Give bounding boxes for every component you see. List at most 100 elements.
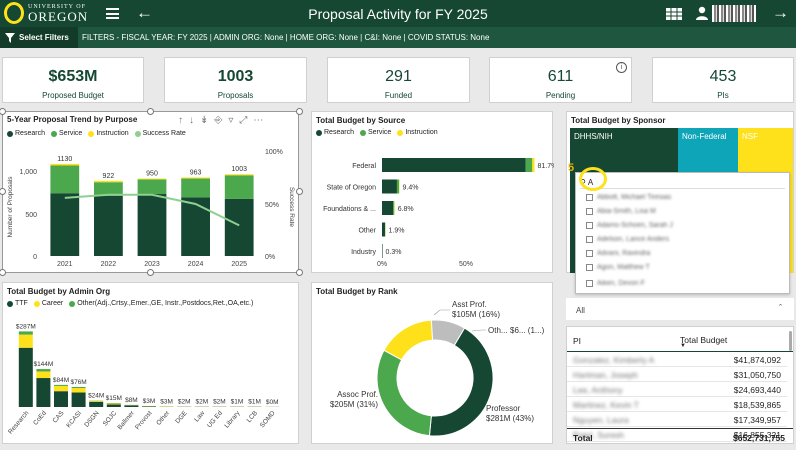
admin-bar-other [54,384,68,386]
source-bar-service [525,158,533,172]
forward-arrow-icon[interactable]: → [772,3,789,22]
more-options-icon[interactable]: ⋯ [253,115,270,126]
resize-handle[interactable] [0,108,6,115]
drill-down-icon[interactable]: ↓ [189,115,200,126]
back-arrow-icon[interactable]: ← [136,3,153,22]
filter-visual-icon[interactable]: ▿ [228,115,240,126]
user-icon[interactable] [696,6,708,20]
tile-non-federal[interactable]: Non-Federal [678,128,738,178]
trend-chart: Number of Proposals Success Rate 1,000 5… [7,149,295,268]
list-item[interactable]: Abbott, Michael Tiresias [586,191,671,203]
filter-icon [5,32,15,43]
resize-handle[interactable] [0,188,6,195]
resize-handle[interactable] [0,269,6,276]
select-filters-button[interactable]: Select Filters [0,27,78,48]
legend-label: Service [367,129,392,136]
trend-total-label: 922 [103,173,115,180]
kpi-proposed-budget: $653M Proposed Budget [2,57,144,103]
info-icon[interactable]: i [616,62,627,73]
legend-ttf: TTF [7,300,28,307]
legend-service: Service [50,130,82,137]
rank-label-name: Professor [486,404,521,413]
legend-instruction: Instruction [397,129,438,136]
table-row[interactable]: Martinez, Kevin T $18,539,865 [567,397,787,412]
kpi-label: Proposed Budget [42,91,104,100]
focus-mode-icon[interactable]: ⤢ [239,115,254,126]
admin-bar-ttf [54,391,68,407]
trend-xtick: 2021 [57,261,73,268]
table-row[interactable]: Gonzalez, Kimberly A $41,874,092 [567,352,787,367]
admin-xtick: CoEd [32,409,48,426]
resize-handle[interactable] [147,108,154,115]
table-view-icon[interactable] [666,8,682,20]
hierarchy-icon[interactable]: ⎆ [214,115,229,126]
resize-handle[interactable] [296,108,303,115]
admin-bar-career [71,388,86,393]
table-row[interactable]: Nguyen, Laura $17,349,957 [567,412,787,427]
trend-bar-research [137,194,167,256]
table-row[interactable]: Hartman, Joseph $31,050,750 [567,367,787,382]
admin-data-label: $76M [70,379,86,386]
legend-label: Research [324,129,354,136]
rank-chart-card[interactable]: Total Budget by Rank Asst Prof. $105M (1… [311,282,553,444]
trend-bar-instruction [50,163,80,166]
list-item[interactable]: Adelson, Lance Anders [586,233,669,245]
trend-bar-instruction [94,180,123,183]
budget-column-header[interactable]: Total Budget [680,335,728,345]
list-item[interactable]: Abia-Smith, Lisa M [586,205,656,217]
admin-data-label: $15M [106,395,122,402]
table-row[interactable]: Patel, Suresh $16,855,321 [567,427,787,442]
legend-label: Success Rate [142,130,186,137]
source-chart-card[interactable]: Total Budget by Source Research Service … [311,111,554,273]
pi-amount: $41,874,092 [733,355,781,365]
expand-down-icon[interactable]: ↡ [200,115,215,126]
list-item[interactable]: Aiken, Devon F [586,277,645,289]
kpi-funded: 291 Funded [327,57,470,103]
list-item[interactable]: Agon, Matthew T [586,261,650,273]
list-item[interactable]: Adams-Schoen, Sarah J [586,219,673,231]
trend-y2tick: 0% [265,254,275,261]
legend-career: Career [33,300,64,307]
trend-ytick: 0 [33,254,37,261]
pi-amount: $18,539,865 [733,400,781,410]
pi-amount: $16,855,321 [733,430,781,440]
step-marker: 5 [568,162,575,174]
pi-column-header[interactable]: PI [573,336,582,346]
resize-handle[interactable] [296,188,303,195]
menu-icon[interactable] [106,8,119,19]
chevron-up-icon[interactable]: ˆ [779,303,782,313]
admin-xtick: CAS [52,409,66,424]
sponsor-dropdown[interactable]: ⚲ A Abbott, Michael Tiresias Abia-Smith,… [575,172,790,294]
tile-label: Non-Federal [682,132,727,141]
kpi-label: Pending [545,91,576,100]
total-value: $652,731,755 [733,433,785,443]
kpi-value: $653M [48,68,98,85]
kpi-pis: 453 PIs [652,57,794,103]
source-xtick: 0% [377,261,387,268]
filter-bar: Select Filters FILTERS - FISCAL YEAR: FY… [0,27,796,48]
rank-chart: Asst Prof. $105M (16%) Oth... $6... (1..… [330,300,545,437]
admin-bar-ttf [142,406,156,407]
kpi-label: PIs [717,91,729,100]
source-data-label: 9.4% [403,185,419,192]
resize-handle[interactable] [147,269,154,276]
legend-label: Career [41,300,64,307]
admin-data-label: $287M [16,323,36,330]
sponsor-select[interactable]: All ˆ [566,298,794,320]
admin-chart-card[interactable]: Total Budget by Admin Org TTF Career Oth… [2,282,299,444]
source-xtick: 50% [459,261,473,268]
admin-data-label: $1M [248,399,261,406]
trend-bar-instruction [224,174,254,176]
drill-up-icon[interactable]: ↑ [178,115,189,126]
admin-bar-other [18,331,33,335]
table-row[interactable]: Lee, Anthony $24,693,440 [567,382,787,397]
scrollbar[interactable] [789,331,792,351]
chart-toolbar: ↑↓↡⎆▿⤢⋯ [178,115,269,126]
rank-slice-asst-prof [383,319,434,361]
pi-name: Nguyen, Laura [573,415,629,425]
list-item[interactable]: Advani, Ravindra [586,247,650,259]
sponsor-search-box[interactable]: ⚲ A [580,177,785,189]
resize-handle[interactable] [296,269,303,276]
trend-chart-card[interactable]: 5-Year Proposal Trend by Purpose ↑↓↡⎆▿⤢⋯… [2,111,299,273]
legend-label: Research [15,130,45,137]
